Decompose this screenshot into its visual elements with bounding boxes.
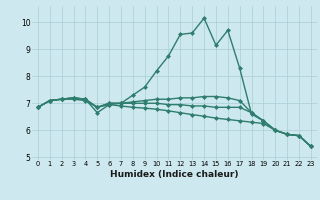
X-axis label: Humidex (Indice chaleur): Humidex (Indice chaleur) [110, 170, 239, 179]
